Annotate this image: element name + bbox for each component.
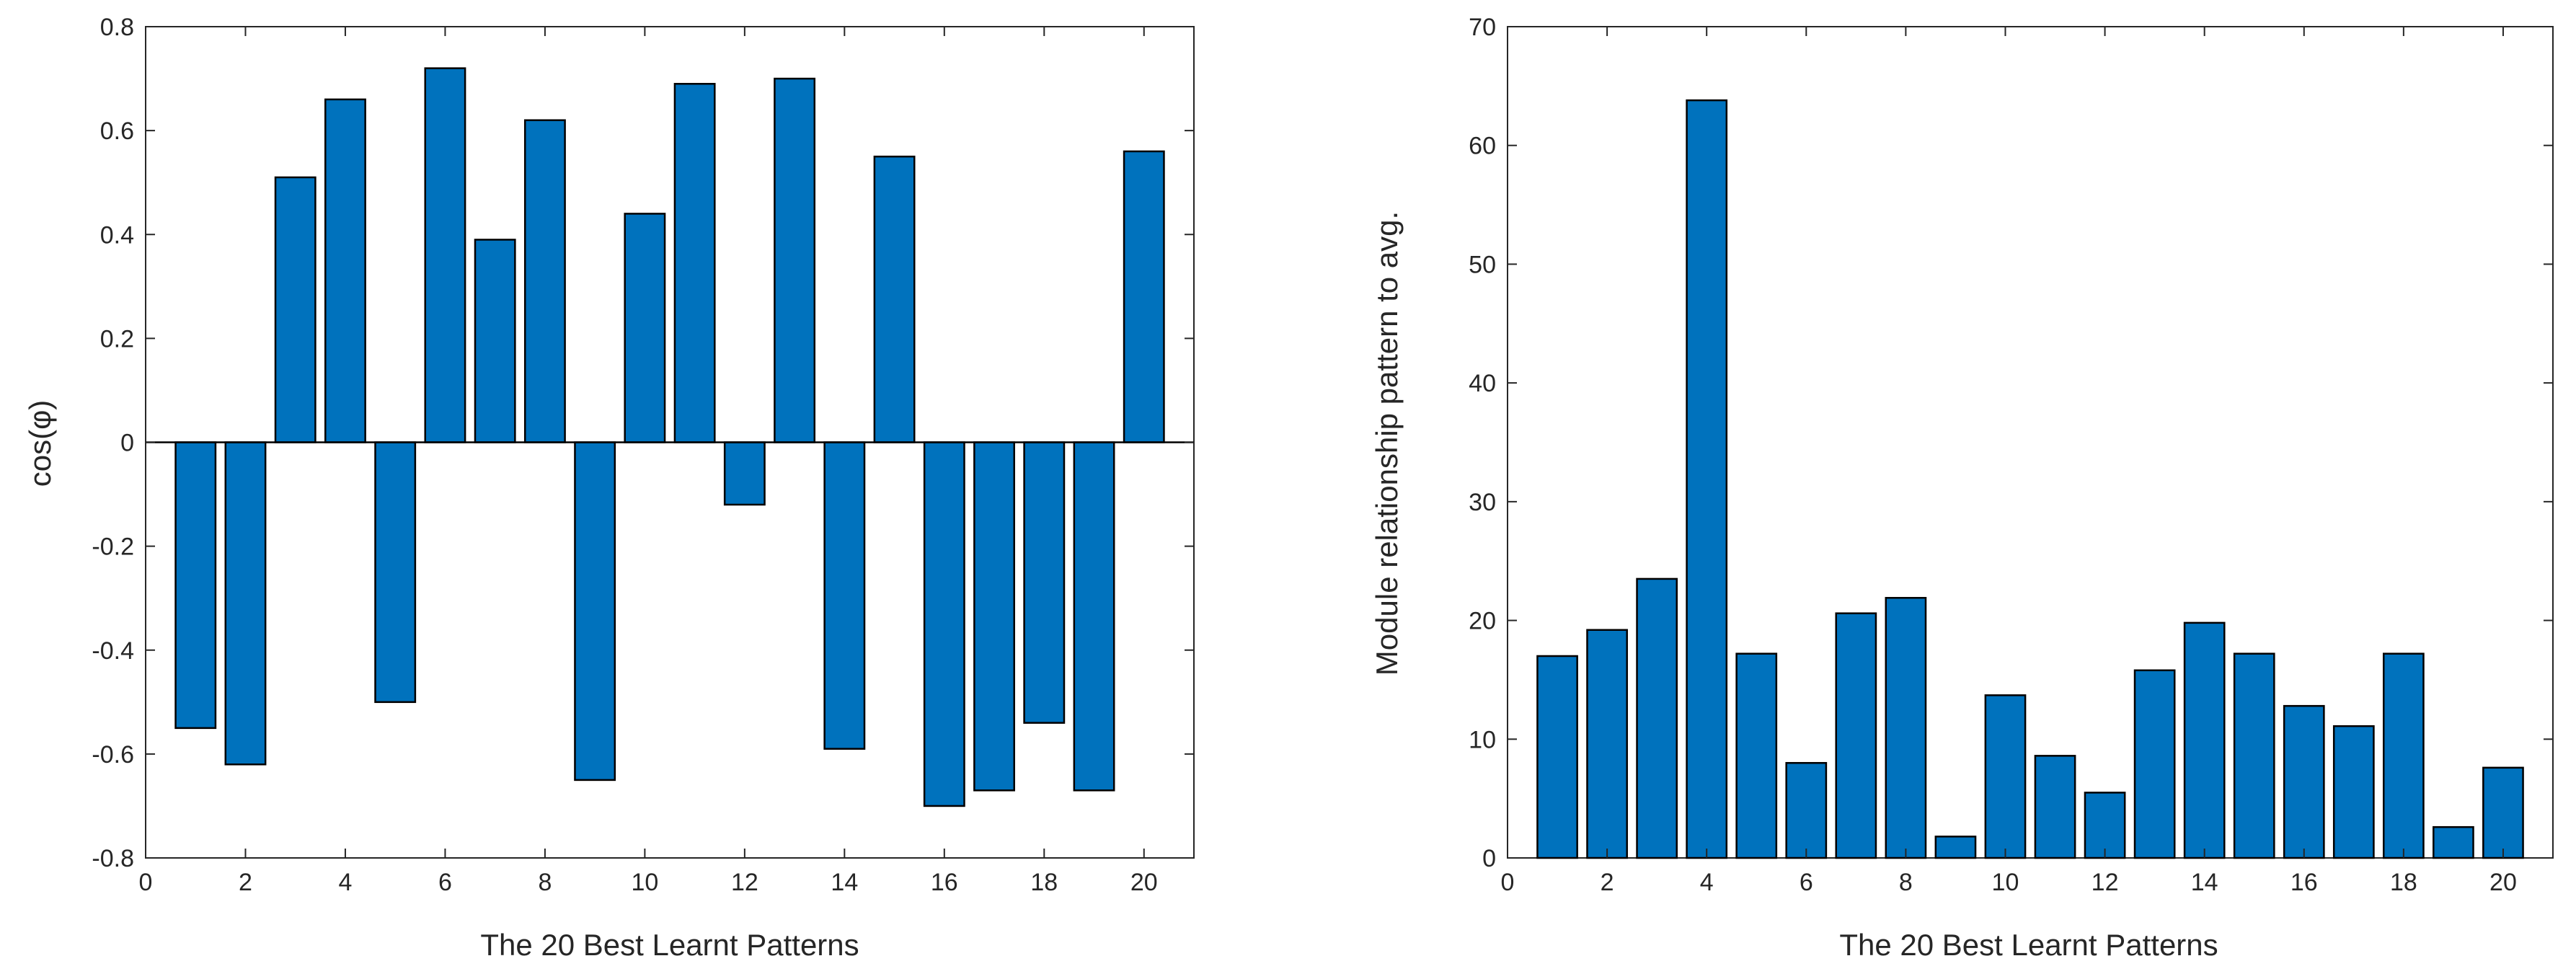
x-tick-label: 10 [1992,869,2019,896]
y-tick-label: 20 [1469,608,1496,635]
y-tick-label: -0.8 [92,845,134,872]
x-tick-label: 14 [2191,869,2218,896]
y-tick-label: 10 [1469,726,1496,753]
bar-6 [1785,761,1828,859]
x-tick-label: 8 [538,869,552,896]
y-tick-label: -0.4 [92,637,134,665]
bar-1 [174,441,217,730]
x-tick-label: 18 [1030,869,1058,896]
y-tick-label: 0.4 [100,221,134,249]
bar-14 [2183,621,2226,859]
y-tick-label: -0.6 [92,741,134,769]
bar-15 [2233,652,2275,859]
bar-17 [973,441,1015,792]
x-tick-label: 16 [2290,869,2318,896]
bar-17 [2332,725,2375,859]
bar-11 [2034,755,2076,859]
y-tick-label: 70 [1469,14,1496,41]
bar-16 [2283,704,2325,859]
bar-7 [474,239,516,443]
y-tick-label: -0.2 [92,534,134,561]
bar-13 [774,77,816,443]
bar-4 [324,98,366,443]
x-tick-label: 2 [239,869,252,896]
y-axis-label: cos(φ) [23,400,57,487]
x-tick-label: 6 [1800,869,1813,896]
bar-18 [1023,441,1066,724]
x-tick-label: 2 [1601,869,1614,896]
y-tick-label: 0.6 [100,118,134,145]
x-tick-label: 12 [2092,869,2119,896]
x-tick-label: 12 [731,869,758,896]
x-tick-label: 4 [338,869,352,896]
bar-19 [2433,825,2474,859]
x-tick-label: 4 [1700,869,1714,896]
x-tick-label: 18 [2390,869,2417,896]
y-axis-label: Module relationship pattern to avg. [1370,211,1404,676]
y-tick-label: 60 [1469,133,1496,160]
x-tick-label: 8 [1899,869,1913,896]
y-tick-label: 40 [1469,370,1496,397]
bar-14 [823,441,866,750]
bar-7 [1835,612,1877,859]
bar-20 [2482,766,2524,859]
y-tick-label: 50 [1469,251,1496,278]
x-tick-label: 10 [631,869,658,896]
x-tick-label: 20 [1130,869,1158,896]
bar-12 [723,441,766,506]
bar-2 [224,441,267,766]
x-tick-label: 0 [1501,869,1515,896]
plot-frame [1507,26,2554,859]
bar-11 [673,83,716,443]
x-tick-label: 16 [931,869,958,896]
bar-20 [1123,150,1165,443]
bar-18 [2382,652,2425,859]
y-tick-label: 0.8 [100,14,134,41]
x-tick-label: 0 [139,869,153,896]
bar-19 [1073,441,1115,792]
y-tick-label: 30 [1469,489,1496,516]
x-tick-label: 14 [831,869,858,896]
bar-12 [2084,792,2126,859]
bar-8 [523,119,566,443]
x-axis-label: The 20 Best Learnt Patterns [1839,928,2218,962]
y-tick-label: 0.2 [100,325,134,353]
bar-3 [1636,577,1678,859]
bar-15 [873,155,916,443]
bar-13 [2133,669,2176,859]
bar-16 [923,441,965,807]
y-tick-label: 0 [1482,845,1496,872]
bar-5 [1735,652,1778,859]
y-tick-label: 0 [120,430,134,457]
module-relationship-bar-chart: Module relationship pattern to avg. The … [1370,14,2554,962]
bar-10 [624,213,666,443]
bar-6 [424,67,466,443]
bar-8 [1885,597,1927,859]
x-axis-label: The 20 Best Learnt Patterns [480,928,859,962]
x-tick-label: 20 [2489,869,2517,896]
bar-4 [1686,99,1728,859]
bar-5 [374,441,417,704]
cosine-bar-chart: cos(φ) The 20 Best Learnt Patterns 0 2 4 6 8… [23,14,1195,962]
bar-1 [1536,655,1578,859]
bar-9 [574,441,616,782]
x-tick-label: 6 [438,869,452,896]
bar-9 [1934,836,1977,859]
bar-3 [274,176,317,443]
bar-10 [1984,694,2027,859]
bar-2 [1586,629,1628,859]
